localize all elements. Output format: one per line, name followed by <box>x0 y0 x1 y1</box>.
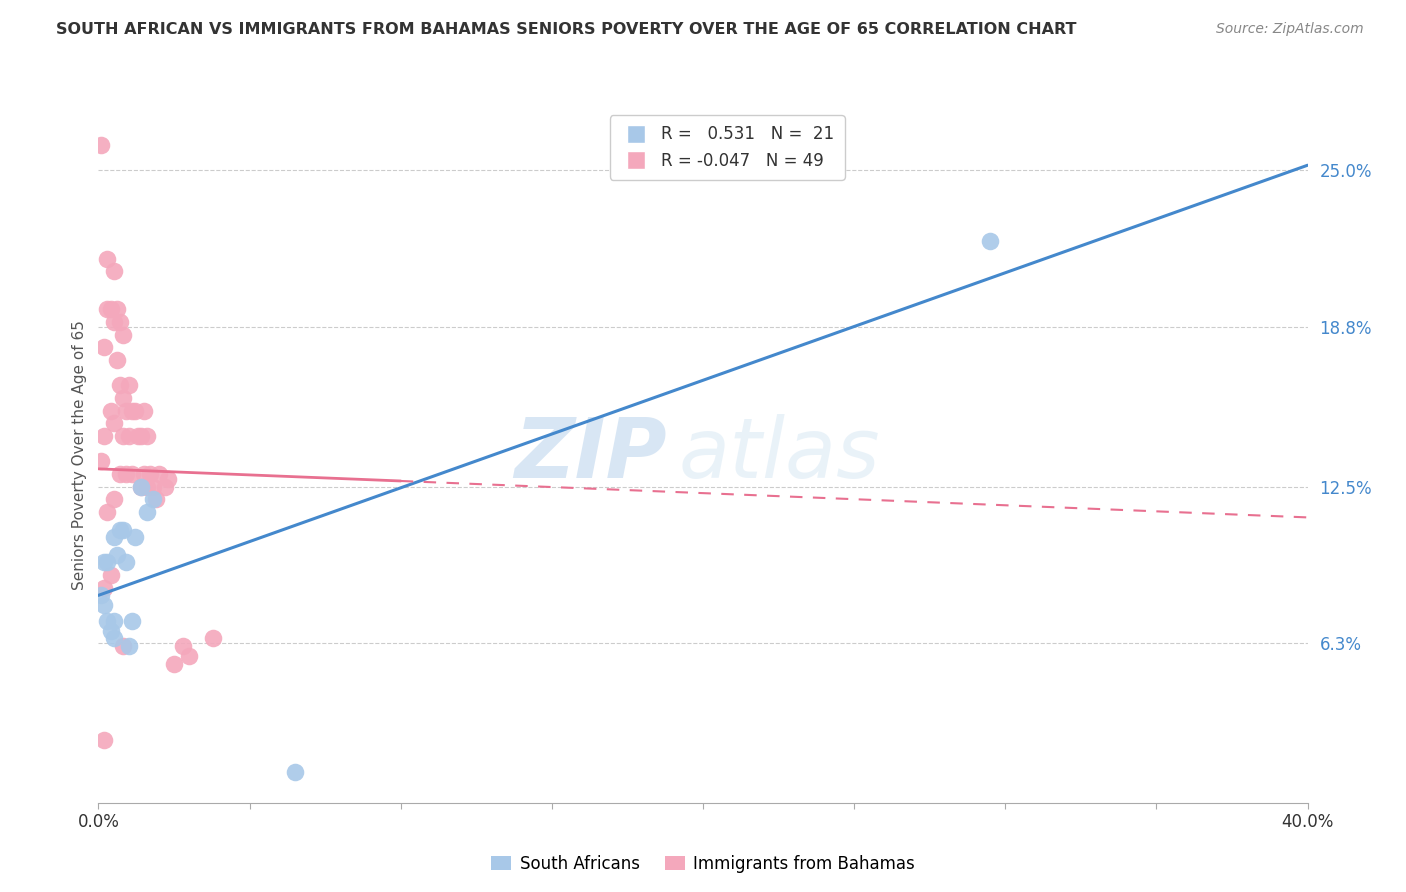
Point <box>111 391 134 405</box>
Text: Source: ZipAtlas.com: Source: ZipAtlas.com <box>1216 22 1364 37</box>
Point <box>105 353 128 368</box>
Point <box>163 657 186 671</box>
Point <box>103 530 125 544</box>
Point <box>103 492 125 507</box>
Point <box>139 467 162 481</box>
Point <box>156 472 179 486</box>
Point <box>100 403 122 417</box>
Point <box>142 479 165 493</box>
Point <box>135 429 157 443</box>
Point <box>100 624 122 638</box>
Point <box>153 479 176 493</box>
Point <box>135 479 157 493</box>
Point <box>93 599 115 613</box>
Point <box>108 315 131 329</box>
Point <box>103 315 125 329</box>
Point <box>96 252 118 266</box>
Point <box>118 429 141 443</box>
Point <box>105 302 128 317</box>
Point <box>129 479 152 493</box>
Point <box>111 327 134 342</box>
Point <box>108 467 131 481</box>
Point <box>129 429 152 443</box>
Point <box>145 492 167 507</box>
Point <box>103 264 125 278</box>
Point <box>124 403 146 417</box>
Point <box>90 454 112 468</box>
Point <box>202 632 225 646</box>
Point <box>96 302 118 317</box>
Point <box>114 403 136 417</box>
Point <box>124 530 146 544</box>
Point <box>127 429 149 443</box>
Point <box>111 523 134 537</box>
Point <box>100 568 122 582</box>
Point <box>90 138 112 153</box>
Point <box>103 632 125 646</box>
Point <box>100 302 122 317</box>
Point <box>132 403 155 417</box>
Point <box>108 523 131 537</box>
Point <box>135 505 157 519</box>
Point <box>111 639 134 653</box>
Legend: R =   0.531   N =  21, R = -0.047   N = 49: R = 0.531 N = 21, R = -0.047 N = 49 <box>610 115 845 179</box>
Point <box>148 467 170 481</box>
Point <box>118 639 141 653</box>
Point <box>121 403 143 417</box>
Text: SOUTH AFRICAN VS IMMIGRANTS FROM BAHAMAS SENIORS POVERTY OVER THE AGE OF 65 CORR: SOUTH AFRICAN VS IMMIGRANTS FROM BAHAMAS… <box>56 22 1077 37</box>
Point <box>103 614 125 628</box>
Point <box>284 765 307 780</box>
Y-axis label: Seniors Poverty Over the Age of 65: Seniors Poverty Over the Age of 65 <box>72 320 87 590</box>
Point <box>105 548 128 562</box>
Point <box>114 556 136 570</box>
Point <box>979 234 1001 248</box>
Point <box>179 648 201 663</box>
Point <box>114 467 136 481</box>
Text: atlas: atlas <box>679 415 880 495</box>
Point <box>93 340 115 354</box>
Point <box>93 556 115 570</box>
Point <box>118 378 141 392</box>
Point <box>93 581 115 595</box>
Point <box>121 614 143 628</box>
Point <box>93 732 115 747</box>
Point <box>96 505 118 519</box>
Point <box>111 429 134 443</box>
Point <box>90 588 112 602</box>
Point <box>121 467 143 481</box>
Point <box>142 492 165 507</box>
Point <box>108 378 131 392</box>
Point <box>93 429 115 443</box>
Point <box>172 639 194 653</box>
Point <box>129 479 152 493</box>
Legend: South Africans, Immigrants from Bahamas: South Africans, Immigrants from Bahamas <box>485 848 921 880</box>
Point <box>96 614 118 628</box>
Point <box>103 417 125 431</box>
Text: ZIP: ZIP <box>515 415 666 495</box>
Point <box>132 467 155 481</box>
Point <box>96 556 118 570</box>
